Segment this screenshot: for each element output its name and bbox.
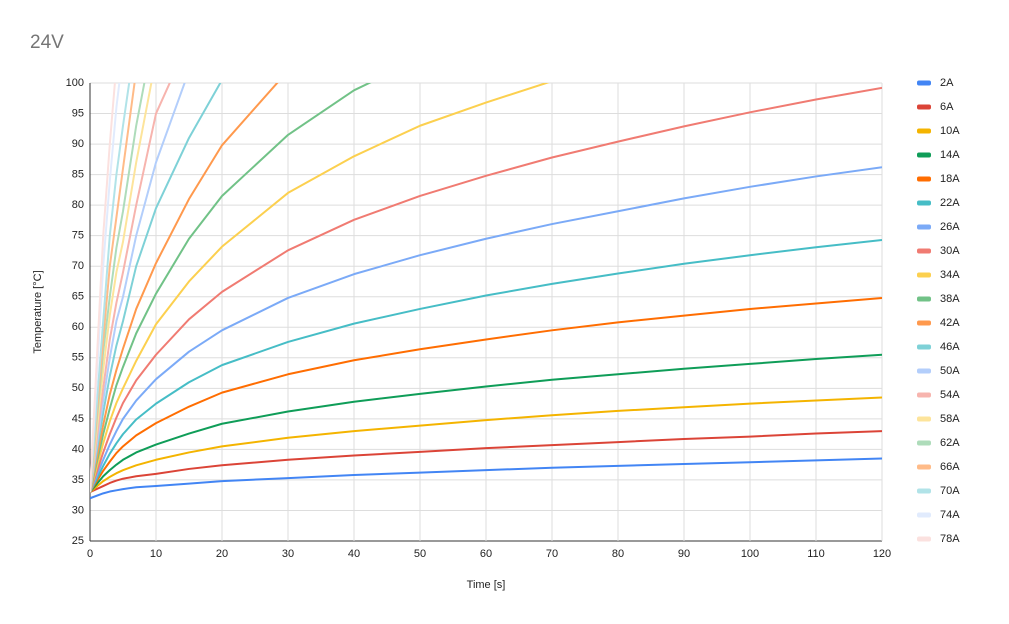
legend-label: 74A [940, 509, 960, 521]
y-axis-label: Temperature [°C] [32, 270, 44, 353]
series-line [90, 238, 882, 493]
legend-label: 54A [940, 389, 960, 401]
legend-label: 42A [940, 317, 960, 329]
x-tick-label: 100 [741, 548, 759, 560]
y-tick-label: 100 [66, 77, 84, 89]
series-line [90, 83, 153, 493]
series-line [90, 83, 146, 493]
legend-label: 58A [940, 413, 960, 425]
y-tick-label: 85 [72, 169, 84, 181]
legend-label: 18A [940, 173, 960, 185]
x-tick-label: 90 [678, 548, 690, 560]
x-tick-label: 120 [873, 548, 891, 560]
legend-label: 6A [940, 101, 954, 113]
series-line [90, 83, 121, 493]
legend-swatch [917, 224, 931, 230]
legend-label: 22A [940, 197, 960, 209]
legend-swatch [917, 296, 931, 302]
y-tick-label: 80 [72, 199, 84, 211]
series-line [90, 83, 550, 493]
legend-label: 14A [940, 149, 960, 161]
series-line [90, 83, 222, 493]
series-line [90, 83, 131, 493]
x-tick-label: 0 [87, 548, 93, 560]
legend-label: 30A [940, 245, 960, 257]
x-tick-label: 40 [348, 548, 360, 560]
x-tick-label: 80 [612, 548, 624, 560]
legend-swatch [917, 416, 931, 422]
legend: 2A 6A 10A 14A 18A 22A 26A 30A 34A 38A 42A 46A 50A 54A… [917, 77, 960, 545]
chart-title: 24V [30, 32, 64, 53]
legend-swatch [917, 464, 931, 470]
legend-label: 38A [940, 293, 960, 305]
legend-swatch [917, 368, 931, 374]
y-tick-label: 30 [72, 504, 84, 516]
grid: 25 30 35 40 45 50 55 60 65 70 75 80 85 90 95 100 0 10 20 30… [66, 77, 892, 560]
series-line [90, 457, 882, 500]
series-line [90, 83, 136, 493]
legend-label: 10A [940, 125, 960, 137]
x-tick-label: 60 [480, 548, 492, 560]
y-tick-label: 70 [72, 260, 84, 272]
series-line [90, 83, 279, 493]
legend-label: 2A [940, 77, 954, 89]
legend-swatch [917, 80, 931, 86]
y-tick-label: 45 [72, 413, 84, 425]
legend-label: 46A [940, 341, 960, 353]
x-tick-label: 10 [150, 548, 162, 560]
y-tick-label: 60 [72, 321, 84, 333]
legend-label: 62A [940, 437, 960, 449]
legend-swatch [917, 344, 931, 350]
legend-swatch [917, 488, 931, 494]
x-tick-label: 20 [216, 548, 228, 560]
legend-label: 34A [940, 269, 960, 281]
series-line [90, 83, 372, 493]
legend-label: 66A [940, 461, 960, 473]
legend-swatch [917, 152, 931, 158]
y-tick-label: 55 [72, 352, 84, 364]
y-tick-label: 90 [72, 138, 84, 150]
y-tick-label: 65 [72, 291, 84, 303]
x-tick-label: 110 [807, 548, 825, 560]
series-line [90, 83, 116, 493]
x-tick-label: 50 [414, 548, 426, 560]
legend-swatch [917, 176, 931, 182]
series-line [90, 166, 882, 493]
legend-swatch [917, 512, 931, 518]
legend-swatch [917, 392, 931, 398]
series-line [90, 83, 186, 493]
legend-swatch [917, 104, 931, 110]
y-tick-label: 35 [72, 474, 84, 486]
legend-label: 50A [940, 365, 960, 377]
legend-swatch [917, 128, 931, 134]
series-line [90, 430, 882, 494]
plot-area [90, 83, 882, 500]
series-line [90, 86, 882, 493]
legend-swatch [917, 200, 931, 206]
y-tick-label: 50 [72, 382, 84, 394]
legend-label: 26A [940, 221, 960, 233]
legend-label: 70A [940, 485, 960, 497]
legend-swatch [917, 536, 931, 542]
legend-swatch [917, 320, 931, 326]
series-line [90, 353, 882, 493]
y-tick-label: 40 [72, 443, 84, 455]
series-line [90, 83, 171, 493]
legend-label: 78A [940, 533, 960, 545]
legend-swatch [917, 272, 931, 278]
legend-swatch [917, 440, 931, 446]
legend-swatch [917, 248, 931, 254]
y-tick-label: 25 [72, 535, 84, 547]
x-tick-label: 70 [546, 548, 558, 560]
series-line [90, 296, 882, 493]
x-axis-label: Time [s] [467, 579, 506, 591]
y-tick-label: 75 [72, 230, 84, 242]
series-line [90, 396, 882, 493]
x-tick-label: 30 [282, 548, 294, 560]
y-tick-label: 95 [72, 107, 84, 119]
